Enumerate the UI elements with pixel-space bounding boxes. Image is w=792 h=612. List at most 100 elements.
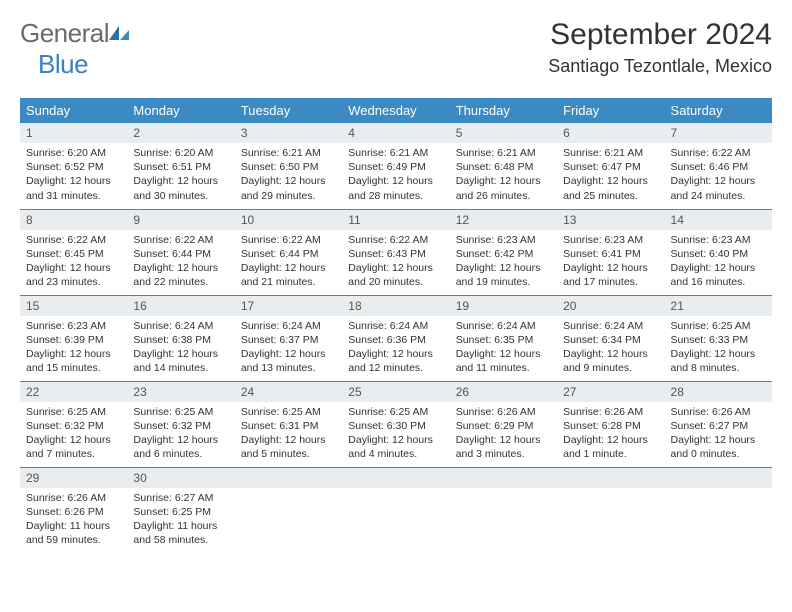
sunrise-text: Sunrise: 6:25 AM bbox=[671, 319, 766, 333]
calendar-day-cell: 23Sunrise: 6:25 AMSunset: 6:32 PMDayligh… bbox=[127, 381, 234, 467]
sunset-text: Sunset: 6:32 PM bbox=[26, 419, 121, 433]
daylight-line2: and 7 minutes. bbox=[26, 447, 121, 461]
calendar-table: SundayMondayTuesdayWednesdayThursdayFrid… bbox=[20, 98, 772, 553]
calendar-day-cell: 14Sunrise: 6:23 AMSunset: 6:40 PMDayligh… bbox=[665, 209, 772, 295]
sunrise-text: Sunrise: 6:22 AM bbox=[133, 233, 228, 247]
calendar-day-cell: 22Sunrise: 6:25 AMSunset: 6:32 PMDayligh… bbox=[20, 381, 127, 467]
sunrise-text: Sunrise: 6:23 AM bbox=[456, 233, 551, 247]
sunrise-text: Sunrise: 6:20 AM bbox=[133, 146, 228, 160]
sunrise-text: Sunrise: 6:21 AM bbox=[563, 146, 658, 160]
daylight-line1: Daylight: 12 hours bbox=[348, 347, 443, 361]
location-label: Santiago Tezontlale, Mexico bbox=[548, 56, 772, 77]
sunrise-text: Sunrise: 6:22 AM bbox=[671, 146, 766, 160]
daylight-line2: and 9 minutes. bbox=[563, 361, 658, 375]
daylight-line1: Daylight: 12 hours bbox=[456, 433, 551, 447]
day-details: Sunrise: 6:25 AMSunset: 6:32 PMDaylight:… bbox=[127, 402, 234, 466]
day-number: 5 bbox=[450, 123, 557, 143]
sunset-text: Sunset: 6:42 PM bbox=[456, 247, 551, 261]
daylight-line1: Daylight: 12 hours bbox=[133, 347, 228, 361]
daylight-line1: Daylight: 12 hours bbox=[133, 261, 228, 275]
calendar-week-row: 15Sunrise: 6:23 AMSunset: 6:39 PMDayligh… bbox=[20, 295, 772, 381]
calendar-day-cell: 1Sunrise: 6:20 AMSunset: 6:52 PMDaylight… bbox=[20, 123, 127, 209]
day-number: 21 bbox=[665, 296, 772, 316]
daylight-line1: Daylight: 12 hours bbox=[563, 174, 658, 188]
daylight-line1: Daylight: 12 hours bbox=[241, 174, 336, 188]
day-number: 22 bbox=[20, 382, 127, 402]
sunset-text: Sunset: 6:40 PM bbox=[671, 247, 766, 261]
sunset-text: Sunset: 6:32 PM bbox=[133, 419, 228, 433]
day-details: Sunrise: 6:22 AMSunset: 6:43 PMDaylight:… bbox=[342, 230, 449, 294]
day-number: 4 bbox=[342, 123, 449, 143]
day-number: 27 bbox=[557, 382, 664, 402]
daylight-line2: and 6 minutes. bbox=[133, 447, 228, 461]
calendar-week-row: 8Sunrise: 6:22 AMSunset: 6:45 PMDaylight… bbox=[20, 209, 772, 295]
calendar-day-cell: 24Sunrise: 6:25 AMSunset: 6:31 PMDayligh… bbox=[235, 381, 342, 467]
sunrise-text: Sunrise: 6:20 AM bbox=[26, 146, 121, 160]
sunset-text: Sunset: 6:30 PM bbox=[348, 419, 443, 433]
sunset-text: Sunset: 6:44 PM bbox=[133, 247, 228, 261]
day-details: Sunrise: 6:23 AMSunset: 6:42 PMDaylight:… bbox=[450, 230, 557, 294]
sunrise-text: Sunrise: 6:25 AM bbox=[133, 405, 228, 419]
sunset-text: Sunset: 6:47 PM bbox=[563, 160, 658, 174]
daylight-line1: Daylight: 12 hours bbox=[563, 347, 658, 361]
calendar-day-cell: 9 Sunrise: 6:22 AMSunset: 6:44 PMDaylight… bbox=[127, 209, 234, 295]
sunset-text: Sunset: 6:39 PM bbox=[26, 333, 121, 347]
page-header: GeneralBlue September 2024 Santiago Tezo… bbox=[20, 18, 772, 80]
weekday-header: Saturday bbox=[665, 98, 772, 123]
calendar-day-cell bbox=[665, 467, 772, 553]
day-details: Sunrise: 6:21 AMSunset: 6:50 PMDaylight:… bbox=[235, 143, 342, 207]
sunrise-text: Sunrise: 6:26 AM bbox=[26, 491, 121, 505]
sunrise-text: Sunrise: 6:24 AM bbox=[348, 319, 443, 333]
weekday-header: Friday bbox=[557, 98, 664, 123]
sunrise-text: Sunrise: 6:23 AM bbox=[26, 319, 121, 333]
sunrise-text: Sunrise: 6:21 AM bbox=[241, 146, 336, 160]
daylight-line1: Daylight: 12 hours bbox=[456, 174, 551, 188]
daylight-line2: and 13 minutes. bbox=[241, 361, 336, 375]
day-details: Sunrise: 6:25 AMSunset: 6:30 PMDaylight:… bbox=[342, 402, 449, 466]
day-number: 15 bbox=[20, 296, 127, 316]
sunset-text: Sunset: 6:43 PM bbox=[348, 247, 443, 261]
day-details: Sunrise: 6:20 AMSunset: 6:52 PMDaylight:… bbox=[20, 143, 127, 207]
day-number-empty bbox=[557, 468, 664, 488]
day-details: Sunrise: 6:23 AMSunset: 6:39 PMDaylight:… bbox=[20, 316, 127, 380]
day-details: Sunrise: 6:21 AMSunset: 6:47 PMDaylight:… bbox=[557, 143, 664, 207]
calendar-day-cell: 8Sunrise: 6:22 AMSunset: 6:45 PMDaylight… bbox=[20, 209, 127, 295]
day-details: Sunrise: 6:24 AMSunset: 6:35 PMDaylight:… bbox=[450, 316, 557, 380]
day-details: Sunrise: 6:27 AMSunset: 6:25 PMDaylight:… bbox=[127, 488, 234, 552]
day-details: Sunrise: 6:20 AMSunset: 6:51 PMDaylight:… bbox=[127, 143, 234, 207]
sunrise-text: Sunrise: 6:26 AM bbox=[563, 405, 658, 419]
day-details: Sunrise: 6:24 AMSunset: 6:34 PMDaylight:… bbox=[557, 316, 664, 380]
day-number: 13 bbox=[557, 210, 664, 230]
daylight-line2: and 0 minutes. bbox=[671, 447, 766, 461]
calendar-day-cell: 27Sunrise: 6:26 AMSunset: 6:28 PMDayligh… bbox=[557, 381, 664, 467]
day-details: Sunrise: 6:23 AMSunset: 6:41 PMDaylight:… bbox=[557, 230, 664, 294]
day-number: 12 bbox=[450, 210, 557, 230]
day-number: 24 bbox=[235, 382, 342, 402]
daylight-line2: and 24 minutes. bbox=[671, 189, 766, 203]
calendar-day-cell: 3Sunrise: 6:21 AMSunset: 6:50 PMDaylight… bbox=[235, 123, 342, 209]
calendar-day-cell: 19Sunrise: 6:24 AMSunset: 6:35 PMDayligh… bbox=[450, 295, 557, 381]
calendar-day-cell: 6Sunrise: 6:21 AMSunset: 6:47 PMDaylight… bbox=[557, 123, 664, 209]
sunset-text: Sunset: 6:27 PM bbox=[671, 419, 766, 433]
daylight-line2: and 20 minutes. bbox=[348, 275, 443, 289]
day-number: 25 bbox=[342, 382, 449, 402]
day-number: 23 bbox=[127, 382, 234, 402]
daylight-line1: Daylight: 12 hours bbox=[26, 433, 121, 447]
calendar-day-cell: 5Sunrise: 6:21 AMSunset: 6:48 PMDaylight… bbox=[450, 123, 557, 209]
sunset-text: Sunset: 6:49 PM bbox=[348, 160, 443, 174]
day-number-empty bbox=[665, 468, 772, 488]
sunset-text: Sunset: 6:52 PM bbox=[26, 160, 121, 174]
daylight-line1: Daylight: 12 hours bbox=[456, 347, 551, 361]
daylight-line2: and 16 minutes. bbox=[671, 275, 766, 289]
weekday-header: Sunday bbox=[20, 98, 127, 123]
day-details: Sunrise: 6:25 AMSunset: 6:32 PMDaylight:… bbox=[20, 402, 127, 466]
sunset-text: Sunset: 6:28 PM bbox=[563, 419, 658, 433]
calendar-day-cell: 15Sunrise: 6:23 AMSunset: 6:39 PMDayligh… bbox=[20, 295, 127, 381]
daylight-line2: and 15 minutes. bbox=[26, 361, 121, 375]
calendar-day-cell bbox=[450, 467, 557, 553]
daylight-line1: Daylight: 12 hours bbox=[241, 433, 336, 447]
day-number: 9 bbox=[127, 210, 234, 230]
daylight-line1: Daylight: 12 hours bbox=[671, 174, 766, 188]
calendar-day-cell: 21Sunrise: 6:25 AMSunset: 6:33 PMDayligh… bbox=[665, 295, 772, 381]
sunset-text: Sunset: 6:35 PM bbox=[456, 333, 551, 347]
